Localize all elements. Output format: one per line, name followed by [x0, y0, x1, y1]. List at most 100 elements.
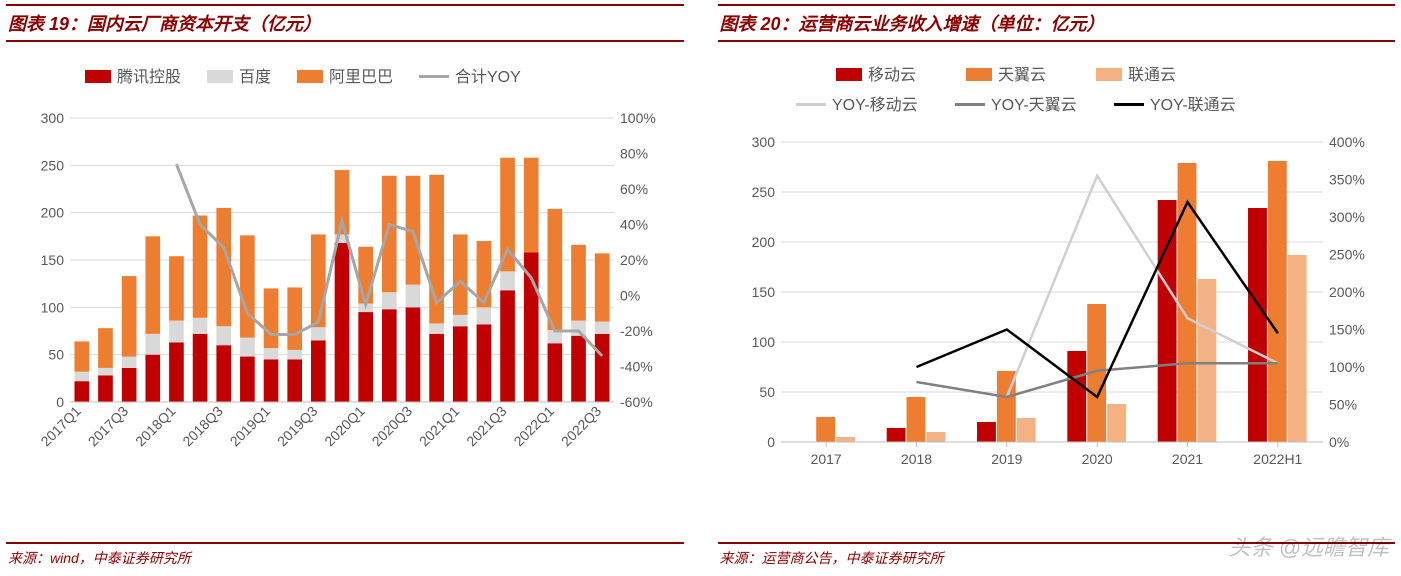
bar-2018-移动云: [887, 428, 906, 442]
bar-2021Q2-百度: [476, 307, 491, 324]
panel-right: 图表 20：运营商云业务收入增速（单位：亿元） 移动云天翼云联通云YOY-移动云…: [712, 0, 1401, 576]
svg-text:20%: 20%: [620, 252, 648, 268]
bar-2019Q4-腾讯控股: [334, 243, 349, 402]
bar-2020Q3-百度: [405, 285, 420, 308]
svg-text:百度: 百度: [239, 68, 271, 86]
bar-2017Q3-腾讯控股: [122, 368, 137, 402]
bar-2022Q1-腾讯控股: [547, 343, 562, 402]
bar-2021Q1-腾讯控股: [453, 326, 468, 402]
bar-2019Q2-腾讯控股: [287, 359, 302, 402]
svg-text:0%: 0%: [1329, 434, 1349, 450]
svg-text:2017Q3: 2017Q3: [84, 403, 131, 450]
chart19-title-bar: 图表 19：国内云厂商资本开支（亿元）: [6, 4, 684, 42]
panel-left: 图表 19：国内云厂商资本开支（亿元） 腾讯控股 百度 阿里巴巴 合计YOY 0 50 10…: [0, 0, 690, 576]
bar-2018Q1-阿里巴巴: [169, 256, 184, 320]
svg-text:350%: 350%: [1329, 172, 1365, 188]
bar-2021Q4-腾讯控股: [524, 252, 539, 402]
svg-text:2021Q1: 2021Q1: [416, 403, 463, 450]
svg-text:阿里巴巴: 阿里巴巴: [329, 68, 393, 86]
bar-2020Q4-百度: [429, 323, 444, 333]
bar-2017Q1-腾讯控股: [74, 381, 89, 402]
svg-text:150: 150: [40, 252, 64, 268]
svg-text:100%: 100%: [620, 110, 656, 126]
svg-text:400%: 400%: [1329, 134, 1365, 150]
bar-2019Q3-百度: [311, 327, 326, 340]
bar-2021Q1-阿里巴巴: [453, 234, 468, 314]
svg-text:100%: 100%: [1329, 359, 1365, 375]
bar-2019Q2-阿里巴巴: [287, 287, 302, 349]
svg-text:50: 50: [760, 384, 776, 400]
chart20-wrap: 移动云天翼云联通云YOY-移动云YOY-天翼云YOY-联通云0501001502…: [712, 50, 1401, 542]
chart20-svg: 移动云天翼云联通云YOY-移动云YOY-天翼云YOY-联通云0501001502…: [731, 54, 1381, 494]
bar-2017Q4-百度: [145, 334, 160, 355]
svg-text:2017: 2017: [811, 451, 842, 467]
bar-2020-移动云: [1068, 351, 1087, 442]
chart20-title: 图表 20：运营商云业务收入增速（单位：亿元）: [720, 14, 1105, 34]
chart19: 腾讯控股百度阿里巴巴合计YOY050100150200250300-60%-40…: [20, 54, 670, 499]
bar-2021-联通云: [1198, 279, 1217, 442]
svg-text:250%: 250%: [1329, 247, 1365, 263]
bar-2017Q1-百度: [74, 372, 89, 381]
bar-2019-联通云: [1017, 418, 1036, 442]
svg-text:250: 250: [40, 157, 64, 173]
bar-2018Q2-百度: [193, 318, 208, 334]
bar-2018Q3-百度: [216, 326, 231, 345]
svg-text:80%: 80%: [620, 146, 648, 162]
svg-text:移动云: 移动云: [868, 66, 916, 84]
svg-text:YOY-天翼云: YOY-天翼云: [991, 97, 1077, 114]
chart19-svg: 腾讯控股百度阿里巴巴合计YOY050100150200250300-60%-40…: [20, 54, 670, 494]
bar-2018Q4-腾讯控股: [240, 357, 255, 402]
svg-text:200: 200: [40, 205, 64, 221]
bar-2019Q3-阿里巴巴: [311, 234, 326, 327]
page: 图表 19：国内云厂商资本开支（亿元） 腾讯控股 百度 阿里巴巴 合计YOY 0 50 10…: [0, 0, 1401, 576]
svg-text:腾讯控股: 腾讯控股: [117, 68, 181, 86]
svg-text:0: 0: [56, 394, 64, 410]
svg-text:YOY-联通云: YOY-联通云: [1150, 96, 1236, 114]
svg-text:合计YOY: 合计YOY: [455, 68, 521, 86]
bar-2017Q3-阿里巴巴: [122, 276, 137, 356]
svg-text:50: 50: [48, 347, 64, 363]
svg-text:2018: 2018: [901, 451, 932, 467]
svg-text:100: 100: [40, 299, 64, 315]
bar-2017Q2-百度: [98, 368, 113, 376]
svg-text:150: 150: [752, 284, 776, 300]
svg-text:150%: 150%: [1329, 322, 1365, 338]
bar-2021Q4-阿里巴巴: [524, 158, 539, 253]
svg-text:2021: 2021: [1172, 451, 1203, 467]
svg-text:2019Q3: 2019Q3: [274, 403, 321, 450]
chart20: 移动云天翼云联通云YOY-移动云YOY-天翼云YOY-联通云0501001502…: [731, 54, 1381, 499]
svg-text:200: 200: [752, 234, 776, 250]
bar-2020Q1-腾讯控股: [358, 312, 373, 402]
svg-text:200%: 200%: [1329, 284, 1365, 300]
bar-2017-联通云: [836, 437, 855, 442]
bar-2019Q3-腾讯控股: [311, 340, 326, 402]
chart20-title-bar: 图表 20：运营商云业务收入增速（单位：亿元）: [718, 4, 1396, 42]
bar-2017Q4-腾讯控股: [145, 355, 160, 402]
bar-2019Q2-百度: [287, 350, 302, 359]
bar-2021Q2-腾讯控股: [476, 324, 491, 402]
svg-text:联通云: 联通云: [1128, 66, 1176, 84]
bar-2017Q2-阿里巴巴: [98, 328, 113, 368]
svg-text:2018Q3: 2018Q3: [179, 403, 226, 450]
bar-2021Q1-百度: [453, 315, 468, 326]
bar-2019Q1-腾讯控股: [263, 359, 278, 402]
bar-2017Q2-腾讯控股: [98, 375, 113, 402]
bar-2020Q2-百度: [382, 292, 397, 309]
svg-text:100: 100: [752, 334, 776, 350]
bar-2022Q3-腾讯控股: [595, 334, 610, 402]
bar-2017Q1-阿里巴巴: [74, 341, 89, 371]
bar-2018-联通云: [927, 432, 946, 442]
bar-2020Q3-腾讯控股: [405, 307, 420, 402]
chart19-source: 来源：wind，中泰证券研究所: [6, 542, 684, 572]
svg-text:天翼云: 天翼云: [998, 67, 1046, 84]
svg-text:-40%: -40%: [620, 359, 653, 375]
bar-2018Q1-百度: [169, 321, 184, 343]
bar-2018Q4-阿里巴巴: [240, 235, 255, 337]
bar-2018-天翼云: [907, 397, 926, 442]
svg-text:0: 0: [767, 434, 775, 450]
svg-text:-60%: -60%: [620, 394, 653, 410]
svg-text:2019Q1: 2019Q1: [226, 403, 273, 450]
bar-2021Q3-百度: [500, 271, 515, 290]
bar-2021-移动云: [1158, 200, 1177, 442]
svg-text:-20%: -20%: [620, 323, 653, 339]
